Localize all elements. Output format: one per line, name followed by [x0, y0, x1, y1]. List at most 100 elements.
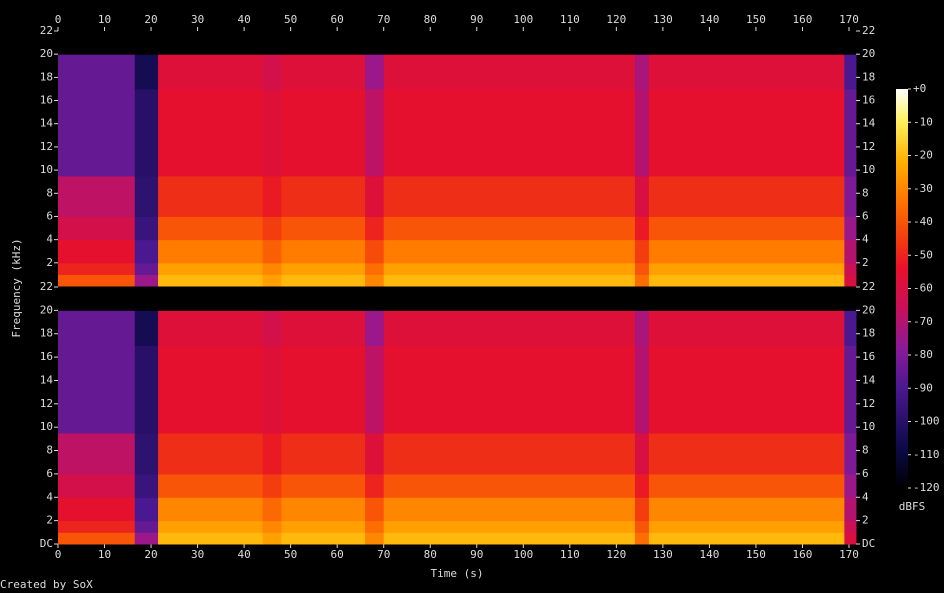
y-tick-label: 14 — [862, 373, 876, 386]
x-tick-label: 80 — [424, 548, 437, 561]
spectrogram-cell — [262, 88, 282, 177]
spectrogram-cell — [383, 532, 636, 545]
spectrogram-cell — [365, 216, 385, 241]
y-tick-label: 2 — [862, 514, 869, 527]
spectrogram-cell — [648, 239, 845, 264]
spectrogram-cell — [262, 262, 282, 275]
y-tick-label: 20 — [40, 47, 53, 60]
spectrogram-cell — [158, 216, 264, 241]
spectrogram-cell — [844, 88, 857, 177]
spectrogram-cell — [383, 88, 636, 177]
spectrogram-cell — [844, 433, 857, 475]
spectrogram-cell — [158, 532, 264, 545]
spectrogram-cell — [844, 175, 857, 217]
y-tick-label: 12 — [40, 140, 53, 153]
colorbar-tick-label: -120 — [913, 481, 940, 494]
y-tick-label: 4 — [46, 490, 53, 503]
x-tick-label: 0 — [55, 13, 62, 26]
spectrogram-cell — [383, 520, 636, 533]
spectrogram-cell — [844, 274, 857, 287]
spectrogram-cell — [844, 310, 857, 346]
x-tick-label: 160 — [793, 13, 813, 26]
spectrogram-cell — [365, 310, 385, 346]
spectrogram-cell — [365, 520, 385, 533]
spectrogram-cell — [365, 262, 385, 275]
colorbar-tick-label: -20 — [913, 149, 933, 162]
spectrogram-cell — [281, 31, 366, 55]
spectrogram-cell — [134, 310, 159, 346]
spectrogram-cell — [134, 239, 159, 264]
spectrogram-cell — [262, 216, 282, 241]
spectrogram-cell — [844, 520, 857, 533]
y-tick-label: 12 — [862, 140, 875, 153]
spectrogram-cell — [158, 433, 264, 475]
y-tick-label: 22 — [862, 24, 875, 37]
y-tick-label: 6 — [46, 209, 53, 222]
spectrogram-cell — [158, 54, 264, 90]
spectrogram-cell — [844, 31, 857, 55]
spectrogram-cell — [158, 345, 264, 434]
spectrogram-cell — [158, 287, 264, 311]
spectrogram-cell — [134, 473, 159, 498]
spectrogram-cell — [844, 262, 857, 275]
x-tick-label: 30 — [191, 548, 204, 561]
x-tick-label: 170 — [839, 548, 859, 561]
y-tick-label: 10 — [40, 420, 53, 433]
y-tick-label: 20 — [40, 303, 53, 316]
spectrogram-cell — [58, 345, 136, 434]
y-tick-label: 18 — [862, 70, 875, 83]
spectrogram-cell — [383, 239, 636, 264]
spectrogram-cell — [262, 287, 282, 311]
spectrogram-cell — [58, 287, 136, 311]
x-tick-label: 20 — [144, 548, 157, 561]
spectrogram-cell — [134, 262, 159, 275]
spectrogram-cell — [58, 262, 136, 275]
spectrogram-cell — [365, 473, 385, 498]
spectrogram-cell — [634, 54, 650, 90]
spectrogram-cell — [281, 216, 366, 241]
spectrogram-cell — [844, 287, 857, 311]
spectrogram-cell — [134, 88, 159, 177]
colorbar-tick-label: +0 — [913, 82, 926, 95]
x-tick-label: 20 — [144, 13, 157, 26]
colorbar-label: dBFS — [899, 500, 926, 513]
x-tick-label: 130 — [653, 13, 673, 26]
spectrogram-cell — [383, 473, 636, 498]
spectrogram-cell — [648, 262, 845, 275]
spectrogram-cell — [648, 287, 845, 311]
spectrogram-cell — [383, 433, 636, 475]
x-tick-label: 40 — [237, 13, 250, 26]
spectrogram-cell — [365, 345, 385, 434]
y-tick-label: DC — [40, 537, 53, 550]
spectrogram-cell — [634, 88, 650, 177]
y-tick-label: 2 — [46, 514, 53, 527]
spectrogram-cell — [158, 175, 264, 217]
spectrogram-cell — [58, 175, 136, 217]
spectrogram-cell — [281, 239, 366, 264]
x-tick-label: 120 — [606, 548, 626, 561]
spectrogram-cell — [134, 287, 159, 311]
spectrogram-cell — [281, 532, 366, 545]
colorbar-tick-label: -70 — [913, 315, 933, 328]
spectrogram-cell — [634, 287, 650, 311]
spectrogram-cell — [648, 532, 845, 545]
x-tick-label: 120 — [606, 13, 626, 26]
x-tick-label: 90 — [470, 548, 483, 561]
spectrogram-cell — [634, 310, 650, 346]
spectrogram-cell — [648, 520, 845, 533]
y-tick-label: 14 — [40, 373, 54, 386]
spectrogram-cell — [634, 497, 650, 522]
y-tick-label: 18 — [40, 327, 53, 340]
y-tick-label: 14 — [862, 117, 876, 130]
spectrogram-cell — [134, 433, 159, 475]
spectrogram-cell — [262, 274, 282, 287]
spectrogram-cell — [281, 274, 366, 287]
spectrogram-cell — [634, 239, 650, 264]
spectrogram-cell — [281, 345, 366, 434]
spectrogram-cell — [634, 532, 650, 545]
y-tick-label: 10 — [40, 163, 53, 176]
x-tick-label: 0 — [55, 548, 62, 561]
spectrogram-cell — [262, 175, 282, 217]
spectrogram-cell — [634, 175, 650, 217]
spectrogram-cell — [134, 532, 159, 545]
